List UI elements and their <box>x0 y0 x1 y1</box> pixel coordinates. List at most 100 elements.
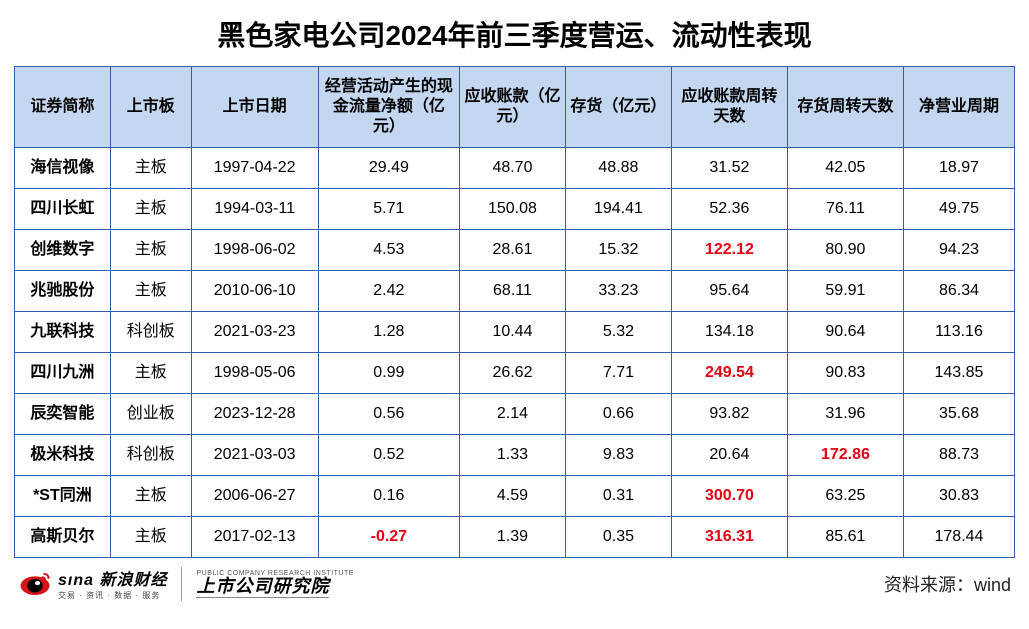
cell-ar: 4.59 <box>459 476 565 517</box>
sina-text: sına 新浪财经 交易 · 资讯 · 数据 · 服务 <box>58 566 167 601</box>
cell-ard: 122.12 <box>671 230 787 271</box>
cell-ar: 150.08 <box>459 189 565 230</box>
cell-cycle: 143.85 <box>903 353 1014 394</box>
cell-ard: 52.36 <box>671 189 787 230</box>
table-row: 创维数字主板1998-06-024.5328.6115.32122.1280.9… <box>15 230 1015 271</box>
cell-cycle: 49.75 <box>903 189 1014 230</box>
cell-board: 主板 <box>110 476 191 517</box>
table-row: 极米科技科创板2021-03-030.521.339.8320.64172.86… <box>15 435 1015 476</box>
cell-name: 四川长虹 <box>15 189 111 230</box>
table-row: 九联科技科创板2021-03-231.2810.445.32134.1890.6… <box>15 312 1015 353</box>
cell-invd: 172.86 <box>787 435 903 476</box>
cell-board: 创业板 <box>110 394 191 435</box>
cell-ard: 249.54 <box>671 353 787 394</box>
sina-brand-cn: sına 新浪财经 <box>58 566 167 590</box>
cell-inv: 33.23 <box>565 271 671 312</box>
cell-ipo: 1997-04-22 <box>191 148 318 189</box>
cell-invd: 63.25 <box>787 476 903 517</box>
cell-ar: 48.70 <box>459 148 565 189</box>
cell-inv: 0.31 <box>565 476 671 517</box>
cell-invd: 80.90 <box>787 230 903 271</box>
cell-invd: 42.05 <box>787 148 903 189</box>
cell-ipo: 1994-03-11 <box>191 189 318 230</box>
cell-cycle: 113.16 <box>903 312 1014 353</box>
table-body: 海信视像主板1997-04-2229.4948.7048.8831.5242.0… <box>15 148 1015 558</box>
cell-ar: 1.39 <box>459 517 565 558</box>
cell-ipo: 2010-06-10 <box>191 271 318 312</box>
cell-cfo: 1.28 <box>318 312 459 353</box>
cell-cfo: 0.16 <box>318 476 459 517</box>
cell-board: 主板 <box>110 189 191 230</box>
cell-ipo: 2017-02-13 <box>191 517 318 558</box>
data-table: 证券简称上市板上市日期经营活动产生的现金流量净额（亿元）应收账款（亿元）存货（亿… <box>14 66 1015 558</box>
cell-ipo: 2021-03-03 <box>191 435 318 476</box>
page-container: 黑色家电公司2024年前三季度营运、流动性表现 证券简称上市板上市日期经营活动产… <box>0 0 1029 611</box>
cell-board: 主板 <box>110 271 191 312</box>
cell-name: 高斯贝尔 <box>15 517 111 558</box>
table-row: 海信视像主板1997-04-2229.4948.7048.8831.5242.0… <box>15 148 1015 189</box>
column-header: 存货周转天数 <box>787 67 903 148</box>
cell-inv: 5.32 <box>565 312 671 353</box>
cell-cycle: 88.73 <box>903 435 1014 476</box>
cell-cfo: 0.56 <box>318 394 459 435</box>
cell-inv: 9.83 <box>565 435 671 476</box>
cell-invd: 90.64 <box>787 312 903 353</box>
cell-name: 海信视像 <box>15 148 111 189</box>
footer: sına 新浪财经 交易 · 资讯 · 数据 · 服务 PUBLIC COMPA… <box>14 558 1015 601</box>
table-head: 证券简称上市板上市日期经营活动产生的现金流量净额（亿元）应收账款（亿元）存货（亿… <box>15 67 1015 148</box>
cell-board: 主板 <box>110 353 191 394</box>
cell-cycle: 30.83 <box>903 476 1014 517</box>
cell-board: 科创板 <box>110 312 191 353</box>
header-row: 证券简称上市板上市日期经营活动产生的现金流量净额（亿元）应收账款（亿元）存货（亿… <box>15 67 1015 148</box>
cell-ipo: 1998-06-02 <box>191 230 318 271</box>
institute-logo: PUBLIC COMPANY RESEARCH INSTITUTE 上市公司研究… <box>196 570 353 598</box>
cell-cycle: 18.97 <box>903 148 1014 189</box>
cell-cycle: 178.44 <box>903 517 1014 558</box>
cell-ard: 316.31 <box>671 517 787 558</box>
sina-brand-label: 新浪财经 <box>99 572 167 589</box>
footer-logos: sına 新浪财经 交易 · 资讯 · 数据 · 服务 PUBLIC COMPA… <box>18 566 354 601</box>
cell-inv: 48.88 <box>565 148 671 189</box>
table-row: *ST同洲主板2006-06-270.164.590.31300.7063.25… <box>15 476 1015 517</box>
table-row: 四川九洲主板1998-05-060.9926.627.71249.5490.83… <box>15 353 1015 394</box>
cell-name: 四川九洲 <box>15 353 111 394</box>
institute-cn: 上市公司研究院 <box>196 577 329 598</box>
cell-board: 主板 <box>110 230 191 271</box>
cell-ard: 95.64 <box>671 271 787 312</box>
sina-sub: 交易 · 资讯 · 数据 · 服务 <box>58 590 167 601</box>
cell-invd: 85.61 <box>787 517 903 558</box>
column-header: 应收账款周转天数 <box>671 67 787 148</box>
cell-ard: 134.18 <box>671 312 787 353</box>
cell-board: 主板 <box>110 148 191 189</box>
cell-inv: 194.41 <box>565 189 671 230</box>
cell-ard: 31.52 <box>671 148 787 189</box>
cell-ar: 26.62 <box>459 353 565 394</box>
cell-ard: 300.70 <box>671 476 787 517</box>
cell-cfo: 0.99 <box>318 353 459 394</box>
cell-ard: 93.82 <box>671 394 787 435</box>
cell-ipo: 2021-03-23 <box>191 312 318 353</box>
table-row: 高斯贝尔主板2017-02-13-0.271.390.35316.3185.61… <box>15 517 1015 558</box>
cell-ar: 2.14 <box>459 394 565 435</box>
cell-cfo: -0.27 <box>318 517 459 558</box>
column-header: 应收账款（亿元） <box>459 67 565 148</box>
cell-name: 创维数字 <box>15 230 111 271</box>
table-row: 兆驰股份主板2010-06-102.4268.1133.2395.6459.91… <box>15 271 1015 312</box>
sina-eye-icon <box>18 567 52 601</box>
cell-ar: 68.11 <box>459 271 565 312</box>
cell-cfo: 0.52 <box>318 435 459 476</box>
cell-inv: 7.71 <box>565 353 671 394</box>
cell-invd: 90.83 <box>787 353 903 394</box>
table-row: 辰奕智能创业板2023-12-280.562.140.6693.8231.963… <box>15 394 1015 435</box>
cell-inv: 15.32 <box>565 230 671 271</box>
data-source: 资料来源：wind <box>884 571 1011 597</box>
cell-cfo: 4.53 <box>318 230 459 271</box>
column-header: 经营活动产生的现金流量净额（亿元） <box>318 67 459 148</box>
page-title: 黑色家电公司2024年前三季度营运、流动性表现 <box>14 8 1015 66</box>
cell-cfo: 2.42 <box>318 271 459 312</box>
column-header: 净营业周期 <box>903 67 1014 148</box>
cell-ipo: 2006-06-27 <box>191 476 318 517</box>
cell-board: 科创板 <box>110 435 191 476</box>
cell-ipo: 1998-05-06 <box>191 353 318 394</box>
cell-inv: 0.66 <box>565 394 671 435</box>
